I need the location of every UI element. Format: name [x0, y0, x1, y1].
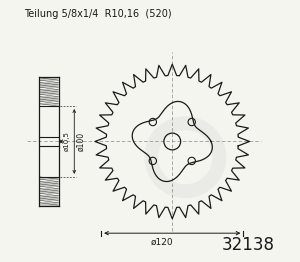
Text: ø100: ø100 — [77, 132, 86, 151]
Text: ø10,5: ø10,5 — [64, 132, 70, 151]
Text: Teilung 5/8x1/4  R10,16  (520): Teilung 5/8x1/4 R10,16 (520) — [24, 9, 172, 19]
Text: ø120: ø120 — [151, 238, 173, 247]
Text: 32138: 32138 — [221, 236, 274, 254]
